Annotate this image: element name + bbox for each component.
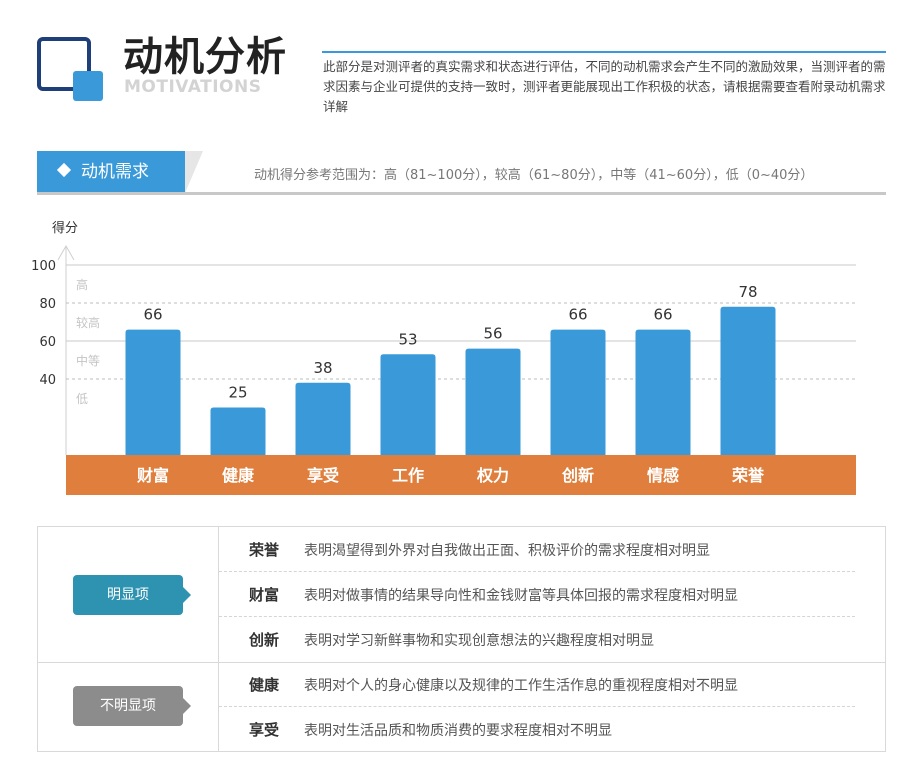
y-tick-label: 40 [39, 373, 56, 388]
level-label: 中等 [76, 353, 100, 368]
motivation-summary-table: 明显项 荣誉 表明渴望得到外界对自我做出正面、积极评价的需求程度相对明显 财富 … [37, 526, 886, 752]
bar [210, 407, 266, 455]
obvious-items-label: 明显项 [107, 587, 149, 603]
bar-value-label: 25 [228, 384, 247, 402]
category-label: 权力 [476, 466, 509, 485]
category-label: 情感 [647, 466, 679, 485]
row-key: 创新 [249, 631, 280, 649]
section-tab-label: 动机需求 [81, 162, 149, 182]
y-tick-label: 100 [31, 259, 56, 274]
bar [635, 329, 691, 455]
y-tick-label: 80 [39, 297, 56, 312]
table-row: 享受 表明对生活品质和物质消费的要求程度相对不明显 [219, 707, 855, 752]
diamond-icon [56, 162, 72, 178]
bar-value-label: 38 [313, 359, 332, 377]
row-key: 健康 [249, 676, 280, 694]
row-description: 表明对个人的身心健康以及规律的工作生活作息的重视程度相对不明显 [304, 678, 738, 694]
category-label: 荣誉 [731, 466, 765, 485]
bar [550, 329, 606, 455]
table-row: 健康 表明对个人的身心健康以及规律的工作生活作息的重视程度相对不明显 [219, 662, 855, 707]
bar-value-label: 66 [143, 306, 162, 324]
y-axis-label: 得分 [52, 220, 78, 236]
bar [720, 306, 776, 455]
row-description: 表明对生活品质和物质消费的要求程度相对不明显 [304, 723, 612, 739]
logo-square [73, 71, 103, 101]
section-tab-shadow [185, 151, 203, 193]
obvious-items-badge: 明显项 [73, 575, 191, 615]
table-column-divider [218, 527, 219, 751]
logo-frame [37, 37, 91, 91]
bar-value-label: 53 [398, 330, 417, 348]
row-key: 财富 [249, 586, 280, 604]
table-row: 荣誉 表明渴望得到外界对自我做出正面、积极评价的需求程度相对明显 [219, 527, 855, 572]
section-tab: 动机需求 [37, 151, 185, 193]
category-label: 财富 [136, 466, 169, 485]
bar-value-label: 66 [653, 306, 672, 324]
bar [380, 354, 436, 455]
non-obvious-items-badge: 不明显项 [73, 686, 191, 726]
category-label: 健康 [222, 466, 255, 485]
intro-text: 此部分是对测评者的真实需求和状态进行评估，不同的动机需求会产生不同的激励效果，当… [323, 59, 886, 114]
non-obvious-items-label: 不明显项 [100, 698, 156, 714]
page-subtitle: MOTIVATIONS [124, 77, 262, 97]
bar [465, 348, 521, 455]
category-label: 创新 [561, 466, 594, 485]
bar [125, 329, 181, 455]
row-description: 表明渴望得到外界对自我做出正面、积极评价的需求程度相对明显 [304, 543, 710, 559]
bar-value-label: 56 [483, 325, 502, 343]
row-description: 表明对做事情的结果导向性和金钱财富等具体回报的需求程度相对明显 [304, 588, 738, 604]
intro-divider [322, 51, 886, 53]
section-logo-icon [37, 37, 103, 101]
y-axis-arrow-icon [57, 244, 75, 261]
category-label: 工作 [392, 466, 424, 485]
section-divider [37, 192, 886, 195]
bar-value-label: 66 [568, 306, 587, 324]
table-group-divider [38, 662, 885, 663]
table-row: 创新 表明对学习新鲜事物和实现创意想法的兴趣程度相对明显 [219, 617, 855, 662]
level-label: 较高 [76, 315, 100, 330]
row-key: 荣誉 [249, 541, 280, 559]
badge-arrow-icon [183, 698, 191, 714]
badge-arrow-icon [183, 587, 191, 603]
page-title: 动机分析 [123, 34, 287, 80]
bar [295, 382, 351, 455]
level-label: 低 [76, 392, 88, 406]
table-row: 财富 表明对做事情的结果导向性和金钱财富等具体回报的需求程度相对明显 [219, 572, 855, 617]
row-description: 表明对学习新鲜事物和实现创意想法的兴趣程度相对明显 [304, 633, 654, 649]
category-label: 享受 [307, 466, 339, 485]
bar-value-label: 78 [738, 283, 757, 301]
row-key: 享受 [249, 721, 280, 739]
category-band [66, 455, 856, 495]
score-range-note: 动机得分参考范围为：高（81~100分），较高（61~80分），中等（41~60… [254, 168, 814, 183]
y-tick-label: 60 [39, 335, 56, 350]
level-label: 高 [76, 277, 88, 292]
